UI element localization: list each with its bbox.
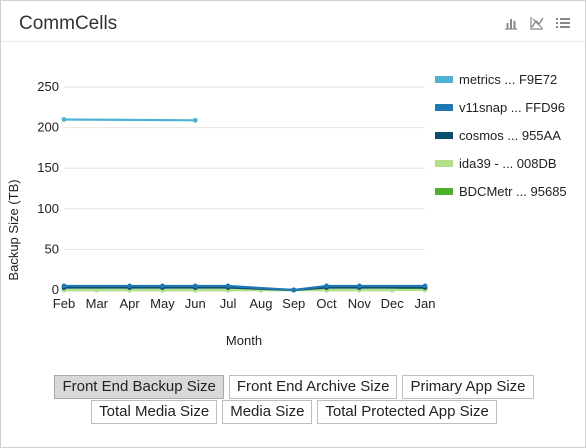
y-axis-label: Backup Size (TB) <box>6 179 21 280</box>
bar-chart-icon[interactable] <box>503 15 519 31</box>
media-size-button[interactable]: Media Size <box>222 400 313 424</box>
series-line <box>63 118 196 122</box>
backup-size-line-chart: Backup Size (TB) Month 0 50 100 150 200 250 Fe… <box>6 72 567 348</box>
line-chart-icon[interactable] <box>529 15 545 31</box>
data-point <box>225 283 231 289</box>
data-point <box>94 287 100 293</box>
list-icon[interactable] <box>555 15 571 31</box>
x-tick-label: Jun <box>185 296 206 311</box>
widget-header: CommCells <box>1 1 585 42</box>
x-tick-label: Apr <box>120 296 141 311</box>
data-point <box>192 283 198 289</box>
x-axis-label: Month <box>226 333 262 348</box>
data-point <box>324 283 329 289</box>
x-tick-label: Mar <box>86 296 109 311</box>
legend-label[interactable]: cosmos ... 955AA <box>459 128 561 143</box>
legend-swatch <box>435 76 453 83</box>
x-tick-label: Jul <box>220 296 237 311</box>
metric-buttons-row-2: Total Media Size Media Size Total Protec… <box>1 400 586 424</box>
total-media-size-button[interactable]: Total Media Size <box>91 400 218 424</box>
x-tick-label: Oct <box>316 296 337 311</box>
y-tick-label: 150 <box>37 160 59 175</box>
y-tick-label: 200 <box>37 120 59 135</box>
data-point <box>389 287 395 293</box>
data-point <box>61 283 67 289</box>
x-tick-label: Aug <box>249 296 272 311</box>
data-point <box>291 287 297 293</box>
legend-label[interactable]: metrics ... F9E72 <box>459 72 557 87</box>
x-tick-label: May <box>150 296 175 311</box>
legend-swatch <box>435 160 453 167</box>
x-tick-label: Feb <box>53 296 75 311</box>
front-end-archive-size-button[interactable]: Front End Archive Size <box>228 375 398 399</box>
data-point <box>127 283 133 289</box>
legend-swatch <box>435 104 453 111</box>
legend-label[interactable]: v11snap ... FFD96 <box>459 100 565 115</box>
front-end-backup-size-button[interactable]: Front End Backup Size <box>54 375 224 399</box>
y-tick-label: 250 <box>37 79 59 94</box>
y-tick-label: 0 <box>52 282 59 297</box>
data-point <box>192 117 198 123</box>
legend-swatch <box>435 132 453 139</box>
view-toggle-icons <box>503 15 571 31</box>
data-point <box>61 117 67 122</box>
legend-label[interactable]: BDCMetr ... 95685 <box>459 184 567 199</box>
y-tick-label: 50 <box>45 241 59 256</box>
primary-app-size-button[interactable]: Primary App Size <box>402 375 534 399</box>
data-point <box>160 283 165 289</box>
x-tick-label: Dec <box>381 296 405 311</box>
x-tick-label: Jan <box>415 296 436 311</box>
legend-swatch <box>435 188 453 195</box>
metric-buttons-row-1: Front End Backup Size Front End Archive … <box>1 375 586 399</box>
x-tick-label: Nov <box>348 296 372 311</box>
total-protected-app-size-button[interactable]: Total Protected App Size <box>317 400 497 424</box>
y-tick-label: 100 <box>37 201 59 216</box>
x-tick-label: Sep <box>282 296 305 311</box>
data-point <box>422 283 428 289</box>
widget-title: CommCells <box>19 13 118 34</box>
data-point <box>356 283 362 289</box>
legend-label[interactable]: ida39 - ... 008DB <box>459 156 557 171</box>
